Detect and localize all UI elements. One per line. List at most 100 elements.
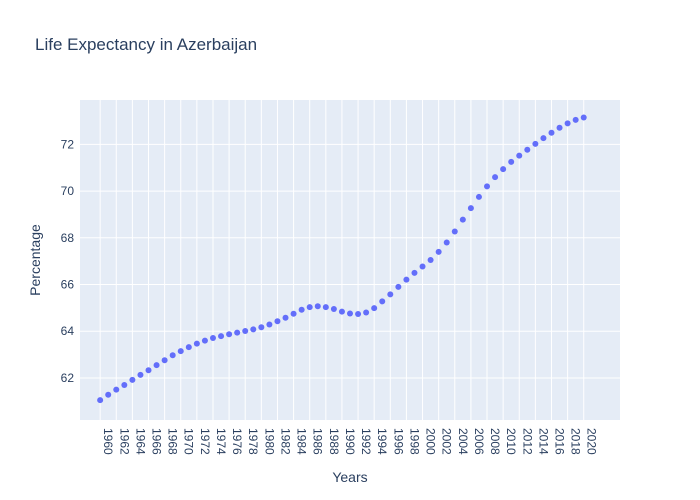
data-point bbox=[330, 306, 337, 313]
data-point bbox=[338, 308, 345, 315]
data-point bbox=[347, 310, 353, 317]
data-point bbox=[387, 291, 394, 298]
data-point bbox=[121, 381, 128, 388]
data-point bbox=[371, 305, 378, 312]
data-point bbox=[218, 333, 225, 340]
x-tick-label: 1992 bbox=[359, 428, 373, 455]
data-point bbox=[145, 367, 152, 374]
data-point bbox=[209, 335, 216, 342]
data-point bbox=[484, 183, 491, 190]
data-point bbox=[516, 152, 523, 159]
data-point bbox=[234, 329, 241, 336]
y-axis-title: Percentage bbox=[27, 224, 43, 296]
data-point bbox=[524, 146, 531, 153]
x-tick-label: 1966 bbox=[150, 428, 164, 455]
data-point bbox=[322, 304, 329, 311]
x-tick-label: 2008 bbox=[488, 428, 502, 455]
data-point bbox=[443, 239, 450, 246]
y-tick-label: 62 bbox=[61, 371, 75, 385]
data-point bbox=[242, 328, 249, 335]
data-point bbox=[250, 326, 257, 333]
data-point bbox=[459, 216, 466, 223]
gridlines bbox=[80, 100, 620, 420]
x-tick-label: 1984 bbox=[295, 428, 309, 455]
data-point bbox=[435, 248, 442, 255]
data-point bbox=[298, 306, 305, 313]
x-tick-label: 1978 bbox=[246, 428, 260, 455]
x-tick-label: 2010 bbox=[504, 428, 518, 455]
data-markers bbox=[97, 114, 587, 404]
x-tick-label: 2020 bbox=[585, 428, 599, 455]
x-tick-label: 1974 bbox=[214, 428, 228, 455]
data-point bbox=[419, 263, 426, 270]
data-point bbox=[193, 340, 200, 347]
x-tick-label: 1976 bbox=[230, 428, 244, 455]
data-point bbox=[113, 386, 120, 393]
data-point bbox=[492, 174, 499, 181]
data-point bbox=[282, 314, 289, 321]
data-point bbox=[403, 276, 410, 283]
x-tick-label: 2016 bbox=[552, 428, 566, 455]
x-tick-label: 1982 bbox=[278, 428, 292, 455]
x-tick-label: 1994 bbox=[375, 428, 389, 455]
data-point bbox=[572, 116, 579, 123]
data-point bbox=[532, 140, 539, 147]
data-point bbox=[274, 318, 281, 325]
x-tick-label: 2002 bbox=[440, 428, 454, 455]
data-point bbox=[169, 352, 176, 359]
data-point bbox=[153, 362, 160, 369]
x-tick-label: 1964 bbox=[133, 428, 147, 455]
x-axis-ticks: 1960 1962 1964 1966 1968 1970 1972 1974 1976 1978… bbox=[101, 428, 599, 455]
x-tick-label: 2018 bbox=[569, 428, 583, 455]
data-point bbox=[427, 257, 434, 263]
data-point bbox=[379, 298, 386, 305]
x-tick-label: 1986 bbox=[311, 428, 325, 455]
data-point bbox=[411, 269, 418, 276]
data-point bbox=[508, 158, 515, 165]
data-point bbox=[185, 344, 192, 351]
data-point bbox=[548, 129, 555, 136]
data-point bbox=[137, 371, 144, 378]
y-tick-label: 64 bbox=[61, 324, 75, 338]
data-point bbox=[355, 310, 362, 317]
data-point bbox=[105, 391, 112, 398]
data-point bbox=[258, 324, 265, 331]
x-tick-label: 1962 bbox=[117, 428, 131, 455]
data-point bbox=[500, 166, 507, 173]
data-point bbox=[161, 357, 168, 364]
y-tick-label: 72 bbox=[61, 137, 75, 151]
chart-title: Life Expectancy in Azerbaijan bbox=[35, 35, 257, 54]
y-axis-ticks: 62 64 66 68 70 72 bbox=[61, 137, 75, 385]
x-tick-label: 1980 bbox=[262, 428, 276, 455]
data-point bbox=[226, 331, 233, 338]
y-tick-label: 66 bbox=[61, 278, 75, 292]
plot-area bbox=[80, 100, 620, 420]
data-point bbox=[290, 310, 297, 317]
x-tick-label: 1972 bbox=[198, 428, 212, 455]
data-point bbox=[201, 337, 208, 344]
data-point bbox=[540, 135, 547, 142]
data-point bbox=[177, 348, 184, 355]
data-point bbox=[475, 193, 482, 200]
data-point bbox=[306, 304, 313, 311]
x-tick-label: 1996 bbox=[391, 428, 405, 455]
data-point bbox=[451, 228, 458, 235]
x-axis-title: Years bbox=[332, 469, 367, 485]
y-tick-label: 70 bbox=[61, 184, 75, 198]
x-tick-label: 2012 bbox=[520, 428, 534, 455]
x-tick-label: 1970 bbox=[182, 428, 196, 455]
x-tick-label: 2014 bbox=[536, 428, 550, 455]
data-point bbox=[556, 124, 563, 131]
x-tick-label: 1988 bbox=[327, 428, 341, 455]
x-tick-label: 2006 bbox=[472, 428, 486, 455]
x-tick-label: 1960 bbox=[101, 428, 115, 455]
data-point bbox=[266, 321, 273, 328]
x-tick-label: 2000 bbox=[424, 428, 438, 455]
data-point bbox=[363, 309, 370, 316]
x-tick-label: 1968 bbox=[166, 428, 180, 455]
data-point bbox=[564, 120, 571, 127]
x-tick-label: 1990 bbox=[343, 428, 357, 455]
data-point bbox=[97, 397, 104, 404]
x-tick-label: 2004 bbox=[456, 428, 470, 455]
